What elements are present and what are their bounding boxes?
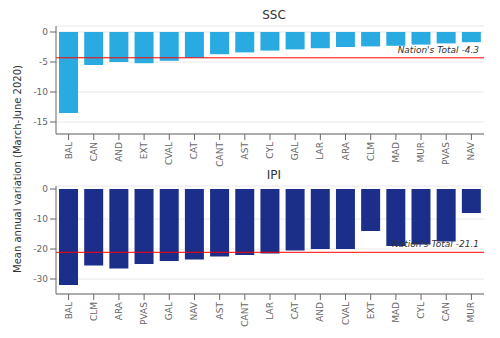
svg-text:GAL: GAL: [290, 142, 300, 160]
svg-text:0: 0: [42, 184, 48, 194]
svg-text:AND: AND: [315, 302, 325, 322]
svg-text:CAT: CAT: [290, 302, 300, 320]
svg-text:AST: AST: [240, 142, 250, 160]
svg-text:LAR: LAR: [265, 302, 275, 320]
svg-text:MAD: MAD: [391, 302, 401, 323]
svg-text:CLM: CLM: [366, 142, 376, 161]
svg-text:CYL: CYL: [416, 302, 426, 319]
svg-text:CLM: CLM: [89, 302, 99, 321]
html-text:SSC: SSC: [262, 8, 286, 22]
svg-text:CVAL: CVAL: [164, 142, 174, 165]
svg-text:MAD: MAD: [391, 142, 401, 163]
svg-text:-15: -15: [33, 117, 48, 127]
svg-text:NAV: NAV: [466, 141, 476, 160]
svg-text:-10: -10: [33, 214, 48, 224]
svg-text:EXT: EXT: [366, 302, 376, 320]
svg-text:ARA: ARA: [341, 141, 351, 160]
svg-text:CAN: CAN: [441, 302, 451, 321]
svg-text:Nation's Total -4.3: Nation's Total -4.3: [398, 45, 480, 55]
svg-text:CANT: CANT: [215, 141, 225, 166]
svg-text:-30: -30: [33, 274, 48, 284]
svg-text:CVAL: CVAL: [341, 302, 351, 325]
svg-text:LAR: LAR: [315, 142, 325, 160]
svg-text:-10: -10: [33, 87, 48, 97]
svg-text:0: 0: [42, 27, 48, 37]
svg-text:CAN: CAN: [89, 142, 99, 161]
html-text:Mean annual variation (March-J: Mean annual variation (March-June 2020): [11, 65, 23, 273]
svg-text:PVAS: PVAS: [139, 302, 149, 325]
svg-text:BAL: BAL: [64, 302, 74, 319]
svg-text:CAT: CAT: [189, 142, 199, 160]
svg-text:PVAS: PVAS: [441, 142, 451, 165]
svg-text:AST: AST: [215, 302, 225, 320]
svg-text:-20: -20: [33, 244, 48, 254]
svg-text:AND: AND: [114, 142, 124, 162]
svg-text:CYL: CYL: [265, 142, 275, 159]
svg-text:MUR: MUR: [466, 302, 476, 323]
svg-text:ARA: ARA: [114, 301, 124, 320]
svg-text:Nation's Total -21.1: Nation's Total -21.1: [392, 239, 479, 249]
svg-text:GAL: GAL: [164, 302, 174, 320]
svg-text:BAL: BAL: [64, 142, 74, 159]
svg-text:EXT: EXT: [139, 142, 149, 160]
svg-text:MUR: MUR: [416, 142, 426, 163]
svg-text:NAV: NAV: [189, 301, 199, 320]
html-text:IPI: IPI: [266, 168, 282, 182]
svg-text:CANT: CANT: [240, 301, 250, 326]
svg-text:-5: -5: [39, 57, 48, 67]
